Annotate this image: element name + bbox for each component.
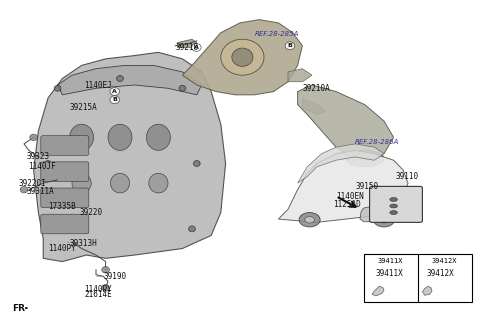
Text: 17335B: 17335B — [48, 201, 76, 211]
Ellipse shape — [110, 88, 120, 95]
FancyBboxPatch shape — [41, 162, 89, 181]
Text: REF.28-285A: REF.28-285A — [254, 31, 299, 37]
Ellipse shape — [102, 284, 109, 291]
Text: 39411X: 39411X — [375, 268, 403, 278]
Polygon shape — [302, 98, 326, 114]
Ellipse shape — [390, 211, 397, 215]
Text: 39412X: 39412X — [426, 268, 454, 278]
Text: 1140PY: 1140PY — [84, 285, 112, 294]
Text: 1140EN: 1140EN — [336, 192, 364, 201]
Ellipse shape — [110, 96, 120, 104]
Ellipse shape — [373, 213, 395, 227]
Text: B: B — [112, 97, 117, 102]
Text: REF.28-286A: REF.28-286A — [355, 139, 399, 145]
Text: 1140JF: 1140JF — [28, 162, 56, 171]
Ellipse shape — [146, 124, 170, 150]
Text: A: A — [112, 89, 117, 94]
Ellipse shape — [30, 134, 37, 141]
Ellipse shape — [232, 48, 253, 66]
Ellipse shape — [299, 213, 320, 227]
Polygon shape — [34, 52, 226, 262]
Text: 39210A: 39210A — [302, 84, 330, 93]
Text: 1125AD: 1125AD — [334, 200, 361, 209]
Polygon shape — [58, 65, 202, 95]
Polygon shape — [182, 20, 302, 95]
Ellipse shape — [54, 85, 61, 91]
Text: 39311A: 39311A — [26, 187, 54, 196]
Ellipse shape — [45, 226, 51, 232]
Ellipse shape — [189, 226, 195, 232]
Text: 39412X: 39412X — [432, 258, 457, 264]
Ellipse shape — [192, 43, 201, 51]
Ellipse shape — [179, 85, 186, 91]
FancyBboxPatch shape — [41, 188, 89, 208]
Text: 39210: 39210 — [175, 43, 198, 52]
Text: 21614E: 21614E — [84, 290, 112, 300]
Polygon shape — [298, 144, 384, 183]
Ellipse shape — [390, 198, 397, 201]
FancyBboxPatch shape — [370, 186, 422, 222]
FancyBboxPatch shape — [41, 214, 89, 234]
Ellipse shape — [20, 186, 28, 193]
Ellipse shape — [108, 124, 132, 150]
Ellipse shape — [149, 173, 168, 193]
Text: 39150: 39150 — [355, 182, 378, 191]
Text: 39190: 39190 — [103, 272, 126, 281]
Text: 39323: 39323 — [26, 152, 49, 162]
FancyBboxPatch shape — [41, 136, 89, 155]
Ellipse shape — [72, 173, 91, 193]
Text: 39411X: 39411X — [378, 258, 404, 264]
Text: 39215A: 39215A — [70, 103, 97, 112]
Ellipse shape — [117, 76, 123, 81]
Text: 39110: 39110 — [396, 172, 419, 181]
Polygon shape — [298, 85, 394, 160]
Text: 39220I: 39220I — [18, 179, 46, 188]
Polygon shape — [360, 207, 372, 222]
Ellipse shape — [221, 39, 264, 75]
Ellipse shape — [379, 216, 389, 223]
Text: 1140PY: 1140PY — [48, 244, 76, 253]
Ellipse shape — [285, 42, 295, 50]
Polygon shape — [178, 39, 197, 47]
Ellipse shape — [110, 173, 130, 193]
Text: A: A — [194, 45, 199, 50]
Polygon shape — [288, 69, 312, 82]
Bar — [364, 254, 472, 302]
Text: 39313H: 39313H — [70, 239, 97, 248]
Ellipse shape — [70, 124, 94, 150]
Ellipse shape — [193, 161, 200, 166]
Polygon shape — [422, 286, 432, 295]
Text: B: B — [288, 43, 292, 48]
Ellipse shape — [305, 216, 314, 223]
Polygon shape — [278, 150, 408, 222]
Ellipse shape — [45, 161, 51, 166]
Text: 39220: 39220 — [79, 208, 102, 217]
Text: FR: FR — [12, 303, 25, 313]
Ellipse shape — [346, 150, 384, 167]
Polygon shape — [372, 286, 384, 296]
Text: 1140EJ: 1140EJ — [84, 80, 112, 90]
Ellipse shape — [102, 267, 109, 273]
Ellipse shape — [390, 204, 397, 208]
